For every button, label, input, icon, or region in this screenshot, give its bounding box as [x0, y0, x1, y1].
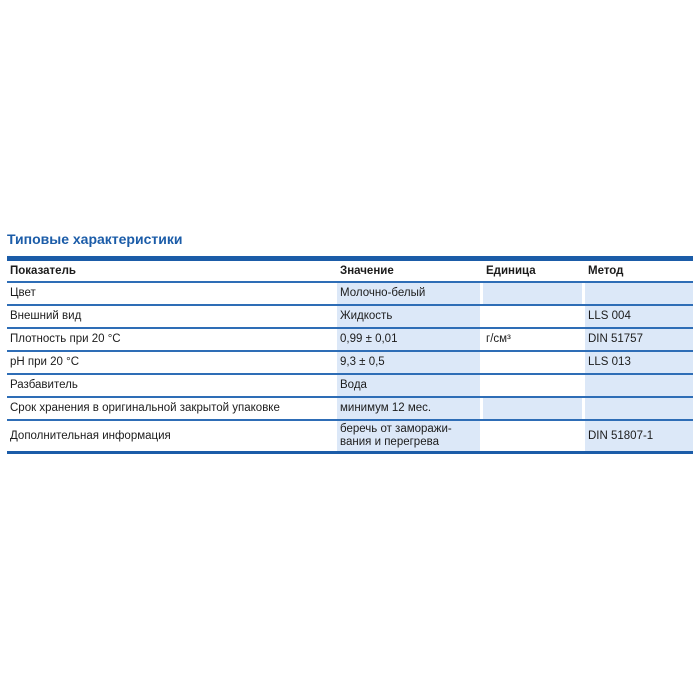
- method-cell: [585, 283, 693, 306]
- unit-cell: [483, 375, 585, 398]
- table-row: Дополнительная информация беречь от замор…: [7, 421, 693, 454]
- column-header-unit: Единица: [483, 261, 585, 283]
- page: Типовые характеристики Показатель Значен…: [7, 231, 693, 454]
- value-cell: 0,99 ± 0,01: [337, 329, 483, 352]
- characteristics-table: Показатель Значение Единица Метод Цвет Мо…: [7, 256, 693, 454]
- page-title: Типовые характеристики: [7, 231, 183, 247]
- table-header-row: Показатель Значение Единица Метод: [7, 261, 693, 283]
- table-row: Разбавитель Вода: [7, 375, 693, 398]
- unit-cell: [483, 398, 585, 421]
- parameter-cell: pH при 20 °C: [7, 352, 337, 375]
- column-header-value: Значение: [337, 261, 483, 283]
- parameter-cell: Срок хранения в оригинальной закрытой уп…: [7, 398, 337, 421]
- unit-cell: [483, 352, 585, 375]
- value-cell: беречь от заморажи- вания и перегрева: [337, 421, 483, 454]
- method-cell: DIN 51757: [585, 329, 693, 352]
- method-cell: [585, 398, 693, 421]
- parameter-cell: Дополнительная информация: [7, 421, 337, 454]
- table-row: Внешний вид Жидкость LLS 004: [7, 306, 693, 329]
- method-cell: [585, 375, 693, 398]
- value-cell: Жидкость: [337, 306, 483, 329]
- value-cell: Вода: [337, 375, 483, 398]
- table-row: Срок хранения в оригинальной закрытой уп…: [7, 398, 693, 421]
- column-header-method: Метод: [585, 261, 693, 283]
- value-cell: Молочно-белый: [337, 283, 483, 306]
- table-row: Цвет Молочно-белый: [7, 283, 693, 306]
- value-cell: 9,3 ± 0,5: [337, 352, 483, 375]
- parameter-cell: Плотность при 20 °C: [7, 329, 337, 352]
- parameter-cell: Внешний вид: [7, 306, 337, 329]
- unit-cell: [483, 283, 585, 306]
- unit-cell: г/см³: [483, 329, 585, 352]
- method-cell: LLS 013: [585, 352, 693, 375]
- method-cell: LLS 004: [585, 306, 693, 329]
- parameter-cell: Разбавитель: [7, 375, 337, 398]
- parameter-cell: Цвет: [7, 283, 337, 306]
- table-row: Плотность при 20 °C 0,99 ± 0,01 г/см³ DIN 5…: [7, 329, 693, 352]
- table-header: Показатель Значение Единица Метод: [7, 261, 693, 283]
- unit-cell: [483, 306, 585, 329]
- table-body: Цвет Молочно-белый Внешний вид Жидкость LLS …: [7, 283, 693, 454]
- table-row: pH при 20 °C 9,3 ± 0,5 LLS 013: [7, 352, 693, 375]
- value-cell: минимум 12 мес.: [337, 398, 483, 421]
- unit-cell: [483, 421, 585, 454]
- column-header-parameter: Показатель: [7, 261, 337, 283]
- method-cell: DIN 51807-1: [585, 421, 693, 454]
